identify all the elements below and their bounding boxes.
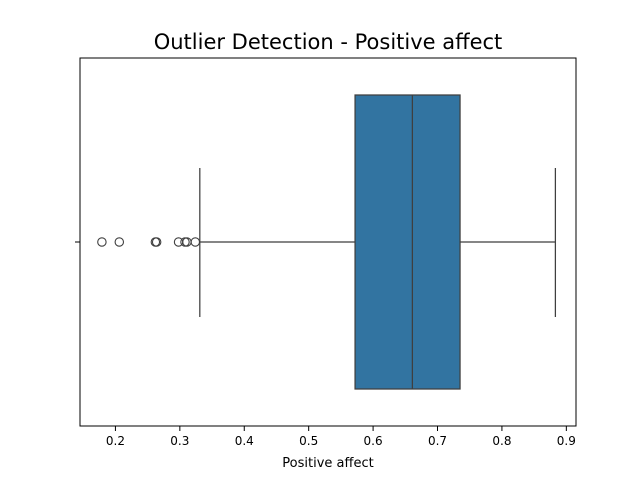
- iqr-box: [354, 94, 461, 390]
- x-tick-label: 0.2: [106, 434, 125, 448]
- x-tick-label: 0.4: [235, 434, 254, 448]
- outlier-point: [180, 237, 190, 247]
- outlier-point: [190, 237, 201, 247]
- x-axis-label: Positive affect: [282, 456, 373, 471]
- x-tick-label: 0.5: [299, 434, 318, 448]
- x-tick-label: 0.6: [364, 434, 383, 448]
- x-tick-label: 0.7: [428, 434, 447, 448]
- x-tick-label: 0.3: [170, 434, 189, 448]
- x-tick-label: 0.8: [492, 434, 511, 448]
- outlier-point: [151, 237, 162, 247]
- chart-title: Outlier Detection - Positive affect: [154, 30, 503, 54]
- plot-area: 0.2 0.3 0.4 0.5 0.6 0.7 0.8 0.9: [75, 57, 577, 448]
- outlier-point: [97, 237, 107, 247]
- outlier-point: [182, 237, 192, 247]
- x-tick-label: 0.9: [557, 434, 576, 448]
- outlier-point: [114, 237, 125, 247]
